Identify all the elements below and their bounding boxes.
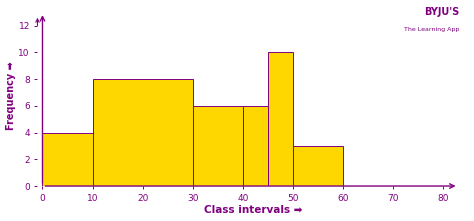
Bar [92,79,193,186]
Y-axis label: Frequency ➡: Frequency ➡ [6,61,16,130]
Bar [243,106,268,186]
X-axis label: Class intervals ➡: Class intervals ➡ [204,206,302,215]
Bar [293,146,343,186]
Bar [43,133,92,186]
Text: BYJU'S: BYJU'S [425,7,460,17]
Text: The Learning App: The Learning App [404,27,460,32]
Bar [268,52,293,186]
Bar [193,106,243,186]
